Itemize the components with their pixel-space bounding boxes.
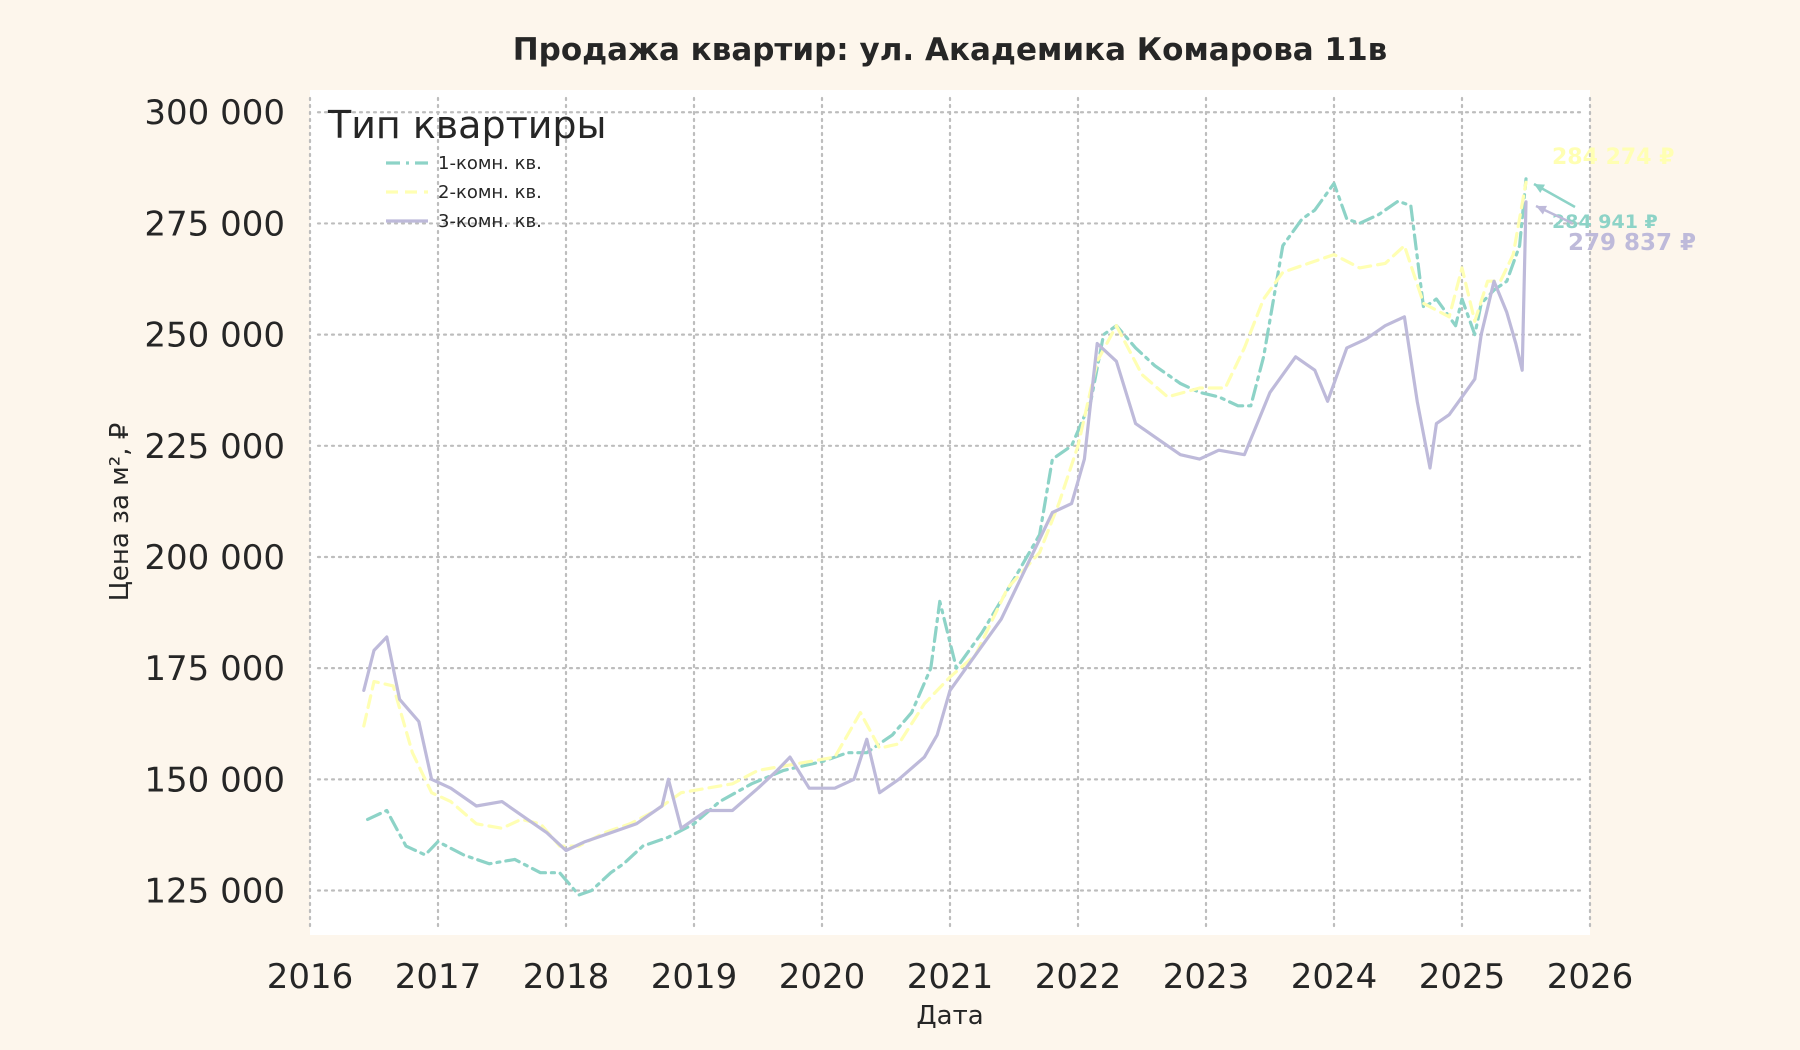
- series-lines: [362, 177, 1528, 897]
- y-tick-label: 175 000: [144, 649, 285, 689]
- x-tick-label: 2020: [779, 957, 866, 997]
- chart-title: Продажа квартир: ул. Академика Комарова …: [513, 32, 1388, 68]
- x-tick-label: 2026: [1547, 957, 1634, 997]
- y-tick-label: 275 000: [144, 204, 285, 244]
- annotation-label-1-комн-кв: 284 941 ₽: [1552, 211, 1658, 233]
- y-tick-label: 200 000: [144, 538, 285, 578]
- y-tick-label: 300 000: [144, 93, 285, 133]
- annotation-label-2-комн-кв: 284 274 ₽: [1552, 145, 1674, 170]
- series-line-3-комн-кв: [362, 200, 1528, 853]
- x-tick-labels: 2016 2017 2018 2019 2020 2021 2022 2023 2024 2025…: [267, 957, 1634, 997]
- x-tick-label: 2024: [1291, 957, 1378, 997]
- x-tick-label: 2016: [267, 957, 354, 997]
- y-tick-label: 125 000: [144, 872, 285, 912]
- x-tick-label: 2021: [907, 957, 994, 997]
- y-axis-label: Цена за м², ₽: [105, 423, 135, 602]
- x-tick-label: 2017: [395, 957, 482, 997]
- y-tick-label: 250 000: [144, 316, 285, 356]
- annotations: 284 274 ₽ 284 941 ₽279 837 ₽: [1533, 145, 1696, 256]
- legend-label-3-комн-кв: 3-комн. кв.: [438, 211, 542, 232]
- series-line-2-комн-кв: [362, 180, 1528, 848]
- x-tick-label: 2022: [1035, 957, 1122, 997]
- y-tick-label: 150 000: [144, 760, 285, 800]
- grid: [308, 96, 1592, 929]
- y-tick-labels: 125 000 150 000 175 000 200 000 225 000 250 0…: [144, 93, 285, 911]
- annotation-label-3-комн-кв: 279 837 ₽: [1568, 230, 1696, 256]
- legend-title: Тип квартиры: [327, 103, 607, 147]
- x-tick-label: 2023: [1163, 957, 1250, 997]
- y-tick-label: 225 000: [144, 427, 285, 467]
- annotation-arrowhead: [1534, 184, 1545, 194]
- legend: Тип квартиры 1-комн. кв. 2-комн. кв. 3-ком…: [327, 103, 607, 232]
- legend-label-1-комн-кв: 1-комн. кв.: [438, 153, 542, 174]
- x-tick-label: 2018: [523, 957, 610, 997]
- legend-label-2-комн-кв: 2-комн. кв.: [438, 182, 542, 203]
- series-line-1-комн-кв: [366, 177, 1528, 897]
- x-tick-label: 2019: [651, 957, 738, 997]
- x-axis-label: Дата: [916, 1001, 983, 1031]
- annotation-arrowhead: [1536, 205, 1547, 215]
- x-tick-label: 2025: [1419, 957, 1506, 997]
